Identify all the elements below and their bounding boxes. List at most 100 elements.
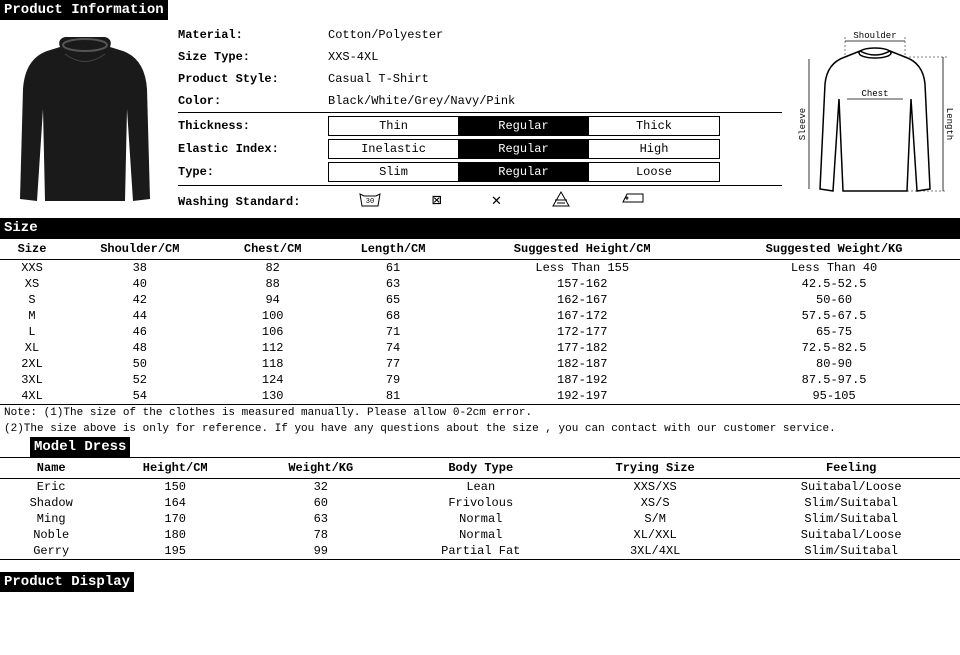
- segment-option[interactable]: Regular: [459, 140, 589, 158]
- size-note-1: Note: (1)The size of the clothes is meas…: [0, 405, 960, 421]
- washing-icons: 30 ⊠ ✕: [328, 190, 645, 213]
- size-td: 71: [330, 324, 457, 340]
- info-value: Black/White/Grey/Navy/Pink: [328, 94, 782, 108]
- size-td: 54: [64, 388, 216, 405]
- info-row: Color:Black/White/Grey/Navy/Pink: [178, 90, 782, 112]
- size-td: 44: [64, 308, 216, 324]
- size-td: 95-105: [708, 388, 960, 405]
- info-value: Casual T-Shirt: [328, 72, 782, 86]
- size-td: 79: [330, 372, 457, 388]
- size-th: Suggested Height/CM: [456, 239, 708, 260]
- size-td: 112: [216, 340, 330, 356]
- size-td: 72.5-82.5: [708, 340, 960, 356]
- size-th: Size: [0, 239, 64, 260]
- model-td: 63: [248, 511, 394, 527]
- size-note-2: (2)The size above is only for reference.…: [0, 421, 960, 437]
- model-td: 32: [248, 479, 394, 496]
- info-column: Material:Cotton/PolyesterSize Type:XXS-4…: [170, 24, 790, 213]
- model-td: 170: [102, 511, 248, 527]
- size-td: 4XL: [0, 388, 64, 405]
- shirt-photo: [0, 24, 170, 214]
- wash-icon: ⊠: [432, 190, 442, 213]
- segment-option[interactable]: High: [589, 140, 719, 158]
- size-td: 172-177: [456, 324, 708, 340]
- model-td: Eric: [0, 479, 102, 496]
- segment-option[interactable]: Thick: [589, 117, 719, 135]
- segment-row: Elastic Index:InelasticRegularHigh: [178, 139, 782, 159]
- section-header-model: Model Dress: [30, 437, 130, 457]
- model-td: 3XL/4XL: [568, 543, 742, 560]
- table-row: Gerry19599Partial Fat3XL/4XLSlim/Suitaba…: [0, 543, 960, 560]
- model-td: 60: [248, 495, 394, 511]
- washing-row: Washing Standard: 30 ⊠ ✕: [178, 190, 782, 213]
- segment-row: Thickness:ThinRegularThick: [178, 116, 782, 136]
- model-td: 195: [102, 543, 248, 560]
- size-td: 182-187: [456, 356, 708, 372]
- table-row: XS408863157-16242.5-52.5: [0, 276, 960, 292]
- size-td: 50-60: [708, 292, 960, 308]
- size-td: 63: [330, 276, 457, 292]
- table-row: M4410068167-17257.5-67.5: [0, 308, 960, 324]
- model-th: Height/CM: [102, 458, 248, 479]
- info-value: Cotton/Polyester: [328, 28, 782, 42]
- size-td: 106: [216, 324, 330, 340]
- model-td: Partial Fat: [394, 543, 568, 560]
- model-td: Shadow: [0, 495, 102, 511]
- size-td: L: [0, 324, 64, 340]
- info-label: Product Style:: [178, 72, 328, 86]
- size-table: SizeShoulder/CMChest/CMLength/CMSuggeste…: [0, 238, 960, 405]
- segment-label: Type:: [178, 165, 328, 179]
- size-td: Less Than 40: [708, 260, 960, 277]
- table-row: 3XL5212479187-19287.5-97.5: [0, 372, 960, 388]
- model-td: Gerry: [0, 543, 102, 560]
- svg-text:30: 30: [366, 198, 374, 206]
- segment-option[interactable]: Regular: [459, 117, 589, 135]
- size-td: 40: [64, 276, 216, 292]
- size-td: 94: [216, 292, 330, 308]
- product-info-block: Material:Cotton/PolyesterSize Type:XXS-4…: [0, 20, 960, 218]
- model-td: Noble: [0, 527, 102, 543]
- washing-label: Washing Standard:: [178, 195, 328, 209]
- diagram-label-length: Length: [944, 108, 954, 140]
- segment-row: Type:SlimRegularLoose: [178, 162, 782, 182]
- size-th: Chest/CM: [216, 239, 330, 260]
- size-td: 167-172: [456, 308, 708, 324]
- size-td: 80-90: [708, 356, 960, 372]
- model-td: 150: [102, 479, 248, 496]
- size-td: S: [0, 292, 64, 308]
- size-td: 118: [216, 356, 330, 372]
- diagram-label-chest: Chest: [861, 89, 888, 99]
- size-td: 82: [216, 260, 330, 277]
- segment-option[interactable]: Regular: [459, 163, 589, 181]
- size-td: 74: [330, 340, 457, 356]
- segment-option[interactable]: Inelastic: [329, 140, 459, 158]
- table-row: Ming17063NormalS/MSlim/Suitabal: [0, 511, 960, 527]
- model-th: Weight/KG: [248, 458, 394, 479]
- info-row: Product Style:Casual T-Shirt: [178, 68, 782, 90]
- segment-options: InelasticRegularHigh: [328, 139, 720, 159]
- size-td: 3XL: [0, 372, 64, 388]
- size-td: 48: [64, 340, 216, 356]
- size-th: Suggested Weight/KG: [708, 239, 960, 260]
- model-td: Slim/Suitabal: [742, 495, 960, 511]
- info-row: Material:Cotton/Polyester: [178, 24, 782, 46]
- model-th: Trying Size: [568, 458, 742, 479]
- segment-option[interactable]: Slim: [329, 163, 459, 181]
- model-td: Slim/Suitabal: [742, 543, 960, 560]
- model-th: Name: [0, 458, 102, 479]
- segment-option[interactable]: Thin: [329, 117, 459, 135]
- size-td: 42: [64, 292, 216, 308]
- wash-icon: [551, 190, 571, 213]
- wash-icon: ✕: [492, 190, 502, 213]
- table-row: L4610671172-17765-75: [0, 324, 960, 340]
- table-row: Noble18078NormalXL/XXLSuitabal/Loose: [0, 527, 960, 543]
- size-td: 61: [330, 260, 457, 277]
- size-th: Length/CM: [330, 239, 457, 260]
- size-td: 2XL: [0, 356, 64, 372]
- segment-option[interactable]: Loose: [589, 163, 719, 181]
- size-td: 130: [216, 388, 330, 405]
- model-td: Frivolous: [394, 495, 568, 511]
- size-td: 77: [330, 356, 457, 372]
- model-td: 164: [102, 495, 248, 511]
- size-td: 68: [330, 308, 457, 324]
